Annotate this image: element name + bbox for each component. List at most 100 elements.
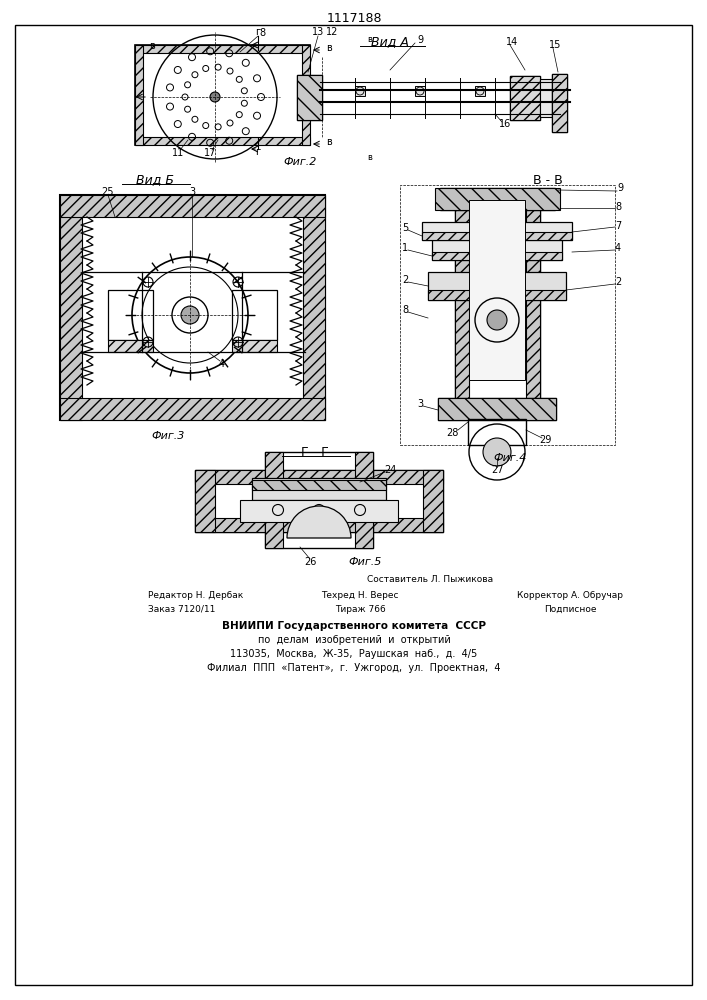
Bar [455, 200, 540, 400]
Bar [415, 86, 425, 96]
Text: 8: 8 [259, 28, 265, 38]
Bar [302, 45, 310, 145]
Bar [422, 232, 572, 240]
Bar [108, 290, 153, 340]
Text: 14: 14 [506, 37, 518, 47]
Wedge shape [287, 506, 351, 538]
Text: Заказ 7120/11: Заказ 7120/11 [148, 604, 216, 613]
Text: Филиал  ППП  «Патент»,  г.  Ужгород,  ул.  Проектная,  4: Филиал ППП «Патент», г. Ужгород, ул. Про… [207, 663, 501, 673]
Bar [440, 188, 555, 210]
Text: 113035,  Москва,  Ж-35,  Раушская  наб.,  д.  4/5: 113035, Москва, Ж-35, Раушская наб., д. … [230, 649, 478, 659]
Text: 8: 8 [402, 305, 408, 315]
Text: Редактор Н. Дербак: Редактор Н. Дербак [148, 591, 243, 600]
Text: 13: 13 [312, 27, 324, 37]
Text: 4: 4 [219, 359, 225, 369]
Bar [438, 398, 556, 420]
Bar [432, 240, 562, 260]
Text: 1117188: 1117188 [326, 11, 382, 24]
Circle shape [487, 310, 507, 330]
Bar [232, 290, 277, 340]
Bar [297, 75, 322, 120]
Text: 29: 29 [539, 435, 551, 445]
Text: 11: 11 [172, 148, 184, 158]
Text: в: в [368, 152, 373, 161]
Bar [195, 518, 443, 532]
Text: 3: 3 [417, 399, 423, 409]
Text: 27: 27 [491, 465, 503, 475]
Bar [510, 76, 540, 120]
Bar [526, 200, 540, 400]
Bar [432, 252, 562, 260]
Text: 16: 16 [499, 119, 511, 129]
Text: 7: 7 [615, 221, 621, 231]
Circle shape [483, 438, 511, 466]
Text: Фиг.5: Фиг.5 [349, 557, 382, 567]
Text: Техред Н. Верес: Техред Н. Верес [321, 591, 399, 600]
Bar [455, 200, 469, 400]
Bar [435, 188, 560, 210]
Text: по  делам  изобретений  и  открытий: по делам изобретений и открытий [257, 635, 450, 645]
Circle shape [210, 92, 220, 102]
Text: 3: 3 [189, 187, 195, 197]
Bar [510, 76, 540, 120]
Bar [423, 470, 443, 532]
Text: 28: 28 [446, 428, 458, 438]
Text: В - В: В - В [533, 174, 563, 186]
Bar [195, 470, 443, 532]
Bar [355, 86, 365, 96]
Text: г: г [255, 27, 261, 37]
Text: 9: 9 [617, 183, 623, 193]
Bar [252, 480, 386, 490]
Text: в: в [326, 43, 332, 53]
Bar [265, 452, 373, 548]
Bar [60, 195, 325, 217]
Bar [400, 185, 615, 445]
Text: 24: 24 [384, 465, 396, 475]
Text: Фиг.4: Фиг.4 [493, 453, 527, 463]
Text: Г - Г: Г - Г [301, 446, 329, 458]
Bar [135, 45, 143, 145]
Bar [428, 272, 566, 300]
Text: 4: 4 [615, 243, 621, 253]
Text: Фиг.3: Фиг.3 [151, 431, 185, 441]
Text: 17: 17 [204, 148, 216, 158]
Text: 12: 12 [326, 27, 338, 37]
Bar [60, 195, 82, 420]
Bar [540, 79, 552, 117]
Text: Тираж 766: Тираж 766 [334, 604, 385, 613]
Text: 1: 1 [402, 243, 408, 253]
Bar [195, 470, 443, 484]
Bar [475, 86, 485, 96]
Bar [552, 74, 567, 132]
Bar [232, 340, 277, 352]
Bar [355, 452, 373, 548]
Text: 25: 25 [102, 187, 115, 197]
Bar [135, 137, 310, 145]
Text: 26: 26 [304, 557, 316, 567]
Text: Вид А: Вид А [371, 35, 409, 48]
Text: Вид Б: Вид Б [136, 174, 174, 186]
Bar [552, 74, 567, 132]
Text: Фиг.2: Фиг.2 [284, 157, 317, 167]
Bar [135, 45, 310, 145]
Text: 9: 9 [417, 35, 423, 45]
Text: в: в [326, 137, 332, 147]
Bar [60, 398, 325, 420]
Bar [240, 500, 398, 522]
Circle shape [181, 306, 199, 324]
Text: Корректор А. Обручар: Корректор А. Обручар [517, 591, 623, 600]
Bar [438, 398, 556, 420]
Text: Составитель Л. Пыжикова: Составитель Л. Пыжикова [367, 576, 493, 584]
Bar [265, 452, 283, 548]
Bar [469, 200, 525, 380]
Bar [195, 470, 215, 532]
Bar [297, 75, 322, 120]
Text: 15: 15 [549, 40, 561, 50]
Bar [428, 290, 566, 300]
Bar [135, 45, 310, 53]
Text: Подписное: Подписное [544, 604, 596, 613]
Text: 2: 2 [615, 277, 621, 287]
Text: 2: 2 [402, 275, 408, 285]
Bar [60, 195, 325, 420]
Text: г: г [255, 147, 261, 157]
